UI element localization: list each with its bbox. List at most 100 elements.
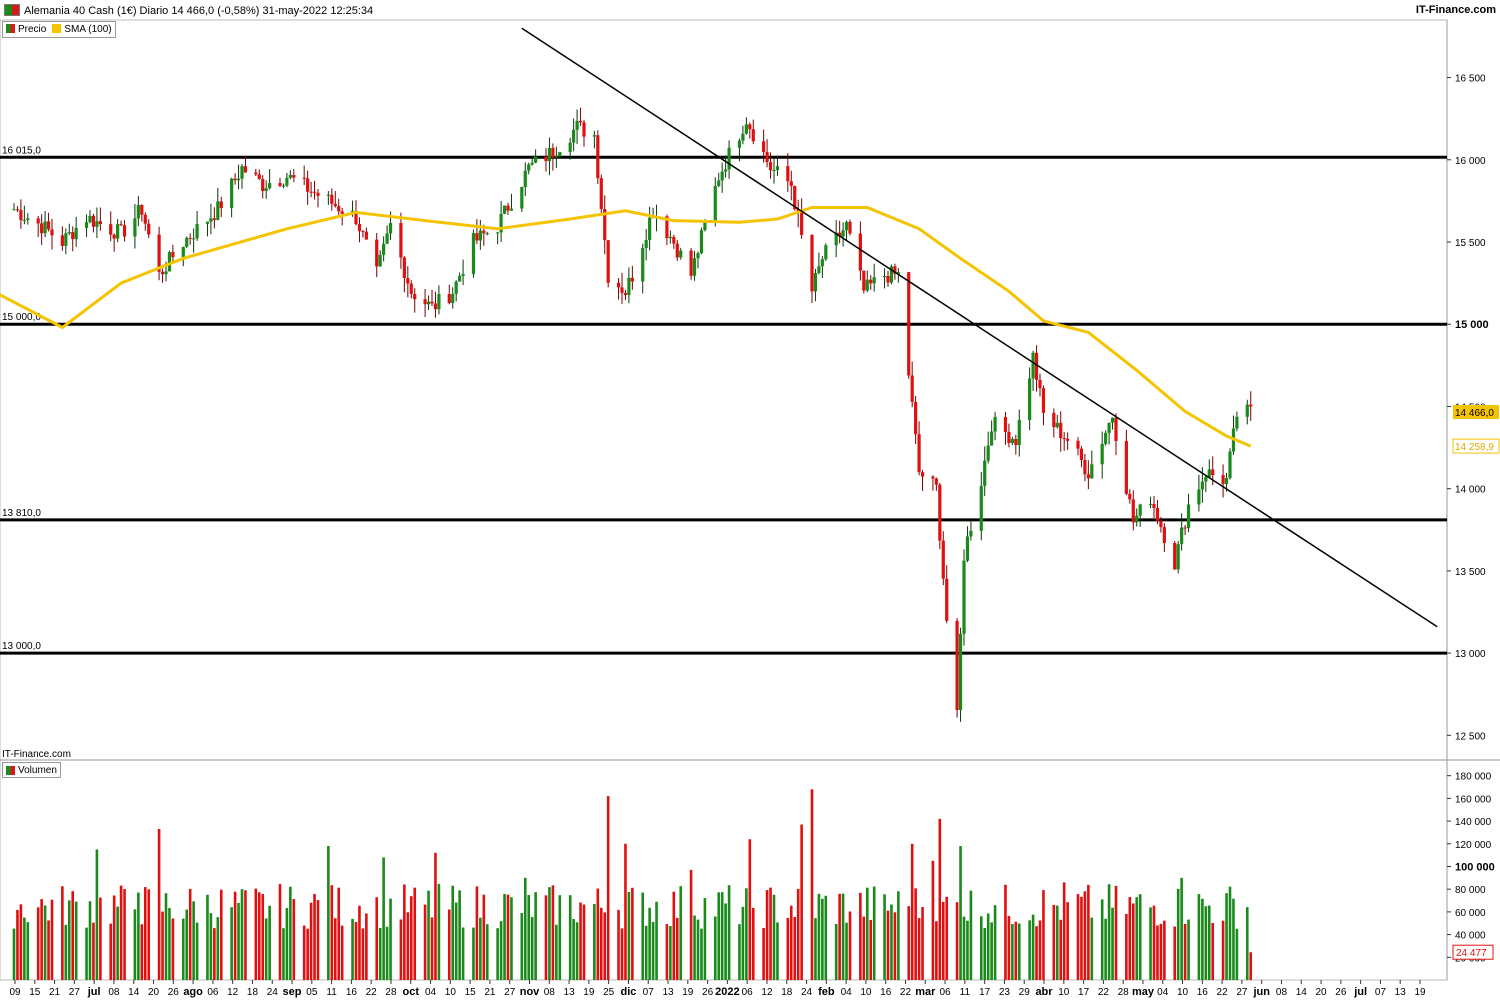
volume-bar xyxy=(1080,896,1083,980)
candle-body xyxy=(596,135,600,179)
volume-bar xyxy=(1100,899,1104,980)
volume-bar xyxy=(599,907,603,980)
candle-body xyxy=(1028,378,1032,421)
candle-body xyxy=(188,237,192,239)
volume-bar xyxy=(1062,882,1066,980)
candle-body xyxy=(789,181,793,186)
candle-body xyxy=(1128,493,1132,500)
candle-body xyxy=(402,257,406,279)
volume-bar xyxy=(1107,884,1111,980)
candle-body xyxy=(430,301,434,304)
volume-bar xyxy=(935,921,938,980)
volume-bar xyxy=(50,899,54,980)
legend-price[interactable]: Precio xyxy=(6,24,46,35)
candle-body xyxy=(236,178,241,181)
candle-body xyxy=(844,221,849,231)
candle-body xyxy=(1224,478,1229,484)
volume-tick-label: 160 000 xyxy=(1455,794,1492,805)
candle-body xyxy=(917,434,921,473)
volume-bar xyxy=(921,907,924,980)
candle-body xyxy=(765,152,769,163)
x-tick-label: 20 xyxy=(1315,987,1327,998)
candle-body xyxy=(98,221,102,225)
x-tick-label: feb xyxy=(818,986,835,998)
legend-sma[interactable]: SMA (100) xyxy=(52,24,112,35)
volume-bar xyxy=(669,926,672,980)
candle-body xyxy=(869,279,873,284)
candle-body xyxy=(862,270,866,291)
volume-bar xyxy=(434,852,437,980)
candle-body xyxy=(724,169,728,172)
candle-body xyxy=(292,175,296,178)
candle-body xyxy=(91,215,96,227)
volume-bar xyxy=(624,843,627,980)
x-tick-label: 16 xyxy=(880,987,892,998)
volume-bar xyxy=(838,893,841,980)
volume-bar xyxy=(548,887,551,980)
candle-body xyxy=(865,279,869,291)
volume-bar xyxy=(1083,891,1087,980)
candle-body xyxy=(668,236,672,239)
volume-legend[interactable]: Volumen xyxy=(2,762,61,778)
volume-bar xyxy=(496,928,499,980)
candle-body xyxy=(1124,441,1128,494)
volume-bar xyxy=(451,885,455,980)
candle-body xyxy=(185,237,189,247)
candle-body xyxy=(1221,475,1225,484)
volume-bar xyxy=(1201,898,1204,980)
volume-tick-label: 140 000 xyxy=(1455,817,1492,828)
candle-body xyxy=(205,221,210,224)
candle-body xyxy=(1086,474,1090,479)
volume-bar xyxy=(289,886,292,980)
volume-bar xyxy=(36,907,40,980)
price-tick-label: 12 500 xyxy=(1455,731,1486,742)
candle-body xyxy=(872,277,876,284)
volume-bar xyxy=(399,919,403,980)
price-tick-label: 15 000 xyxy=(1455,319,1489,331)
volume-bar xyxy=(1225,893,1228,980)
candle-body xyxy=(1152,504,1156,509)
candle-body xyxy=(309,191,313,193)
x-tick-label: 07 xyxy=(643,987,655,998)
candle-body xyxy=(167,252,172,272)
candle-body xyxy=(527,164,531,171)
volume-bar xyxy=(1138,894,1142,980)
volume-bar xyxy=(1038,920,1042,980)
volume-bar xyxy=(551,885,555,980)
candle-body xyxy=(433,303,438,310)
volume-bar xyxy=(890,904,893,980)
candle-body xyxy=(699,230,704,254)
volume-bar xyxy=(292,899,296,980)
volume-bar xyxy=(769,887,772,980)
candle-body xyxy=(575,120,579,130)
volume-bar xyxy=(1156,925,1159,980)
volume-bar xyxy=(233,891,237,980)
volume-bar xyxy=(814,918,817,980)
x-tick-label: 24 xyxy=(801,987,813,998)
candle-body xyxy=(143,214,147,224)
candle-body xyxy=(679,250,683,258)
volume-bar xyxy=(824,895,828,980)
volume-bar xyxy=(1004,884,1007,980)
horizontal-level-label: 15 000,0 xyxy=(2,312,41,323)
x-tick-label: 13 xyxy=(1395,987,1407,998)
candle-body xyxy=(1159,520,1163,528)
volume-bar xyxy=(717,892,721,980)
volume-bar xyxy=(71,891,75,980)
volume-bar xyxy=(409,896,413,980)
x-tick-label: 07 xyxy=(1375,987,1387,998)
x-tick-label: 06 xyxy=(742,987,754,998)
candle-body xyxy=(136,204,140,219)
x-tick-label: 06 xyxy=(207,987,219,998)
volume-bar xyxy=(865,887,869,980)
candle-body xyxy=(1014,438,1018,446)
candle-body xyxy=(112,234,116,239)
x-tick-label: 15 xyxy=(29,987,41,998)
candle-body xyxy=(67,232,71,234)
chart-title: Alemania 40 Cash (1€) Diario 14 466,0 (-… xyxy=(4,4,373,17)
volume-bar xyxy=(1135,897,1139,980)
candle-body xyxy=(772,170,776,172)
volume-bar xyxy=(285,908,289,980)
candle-body xyxy=(616,282,621,288)
trendline xyxy=(521,27,1438,628)
